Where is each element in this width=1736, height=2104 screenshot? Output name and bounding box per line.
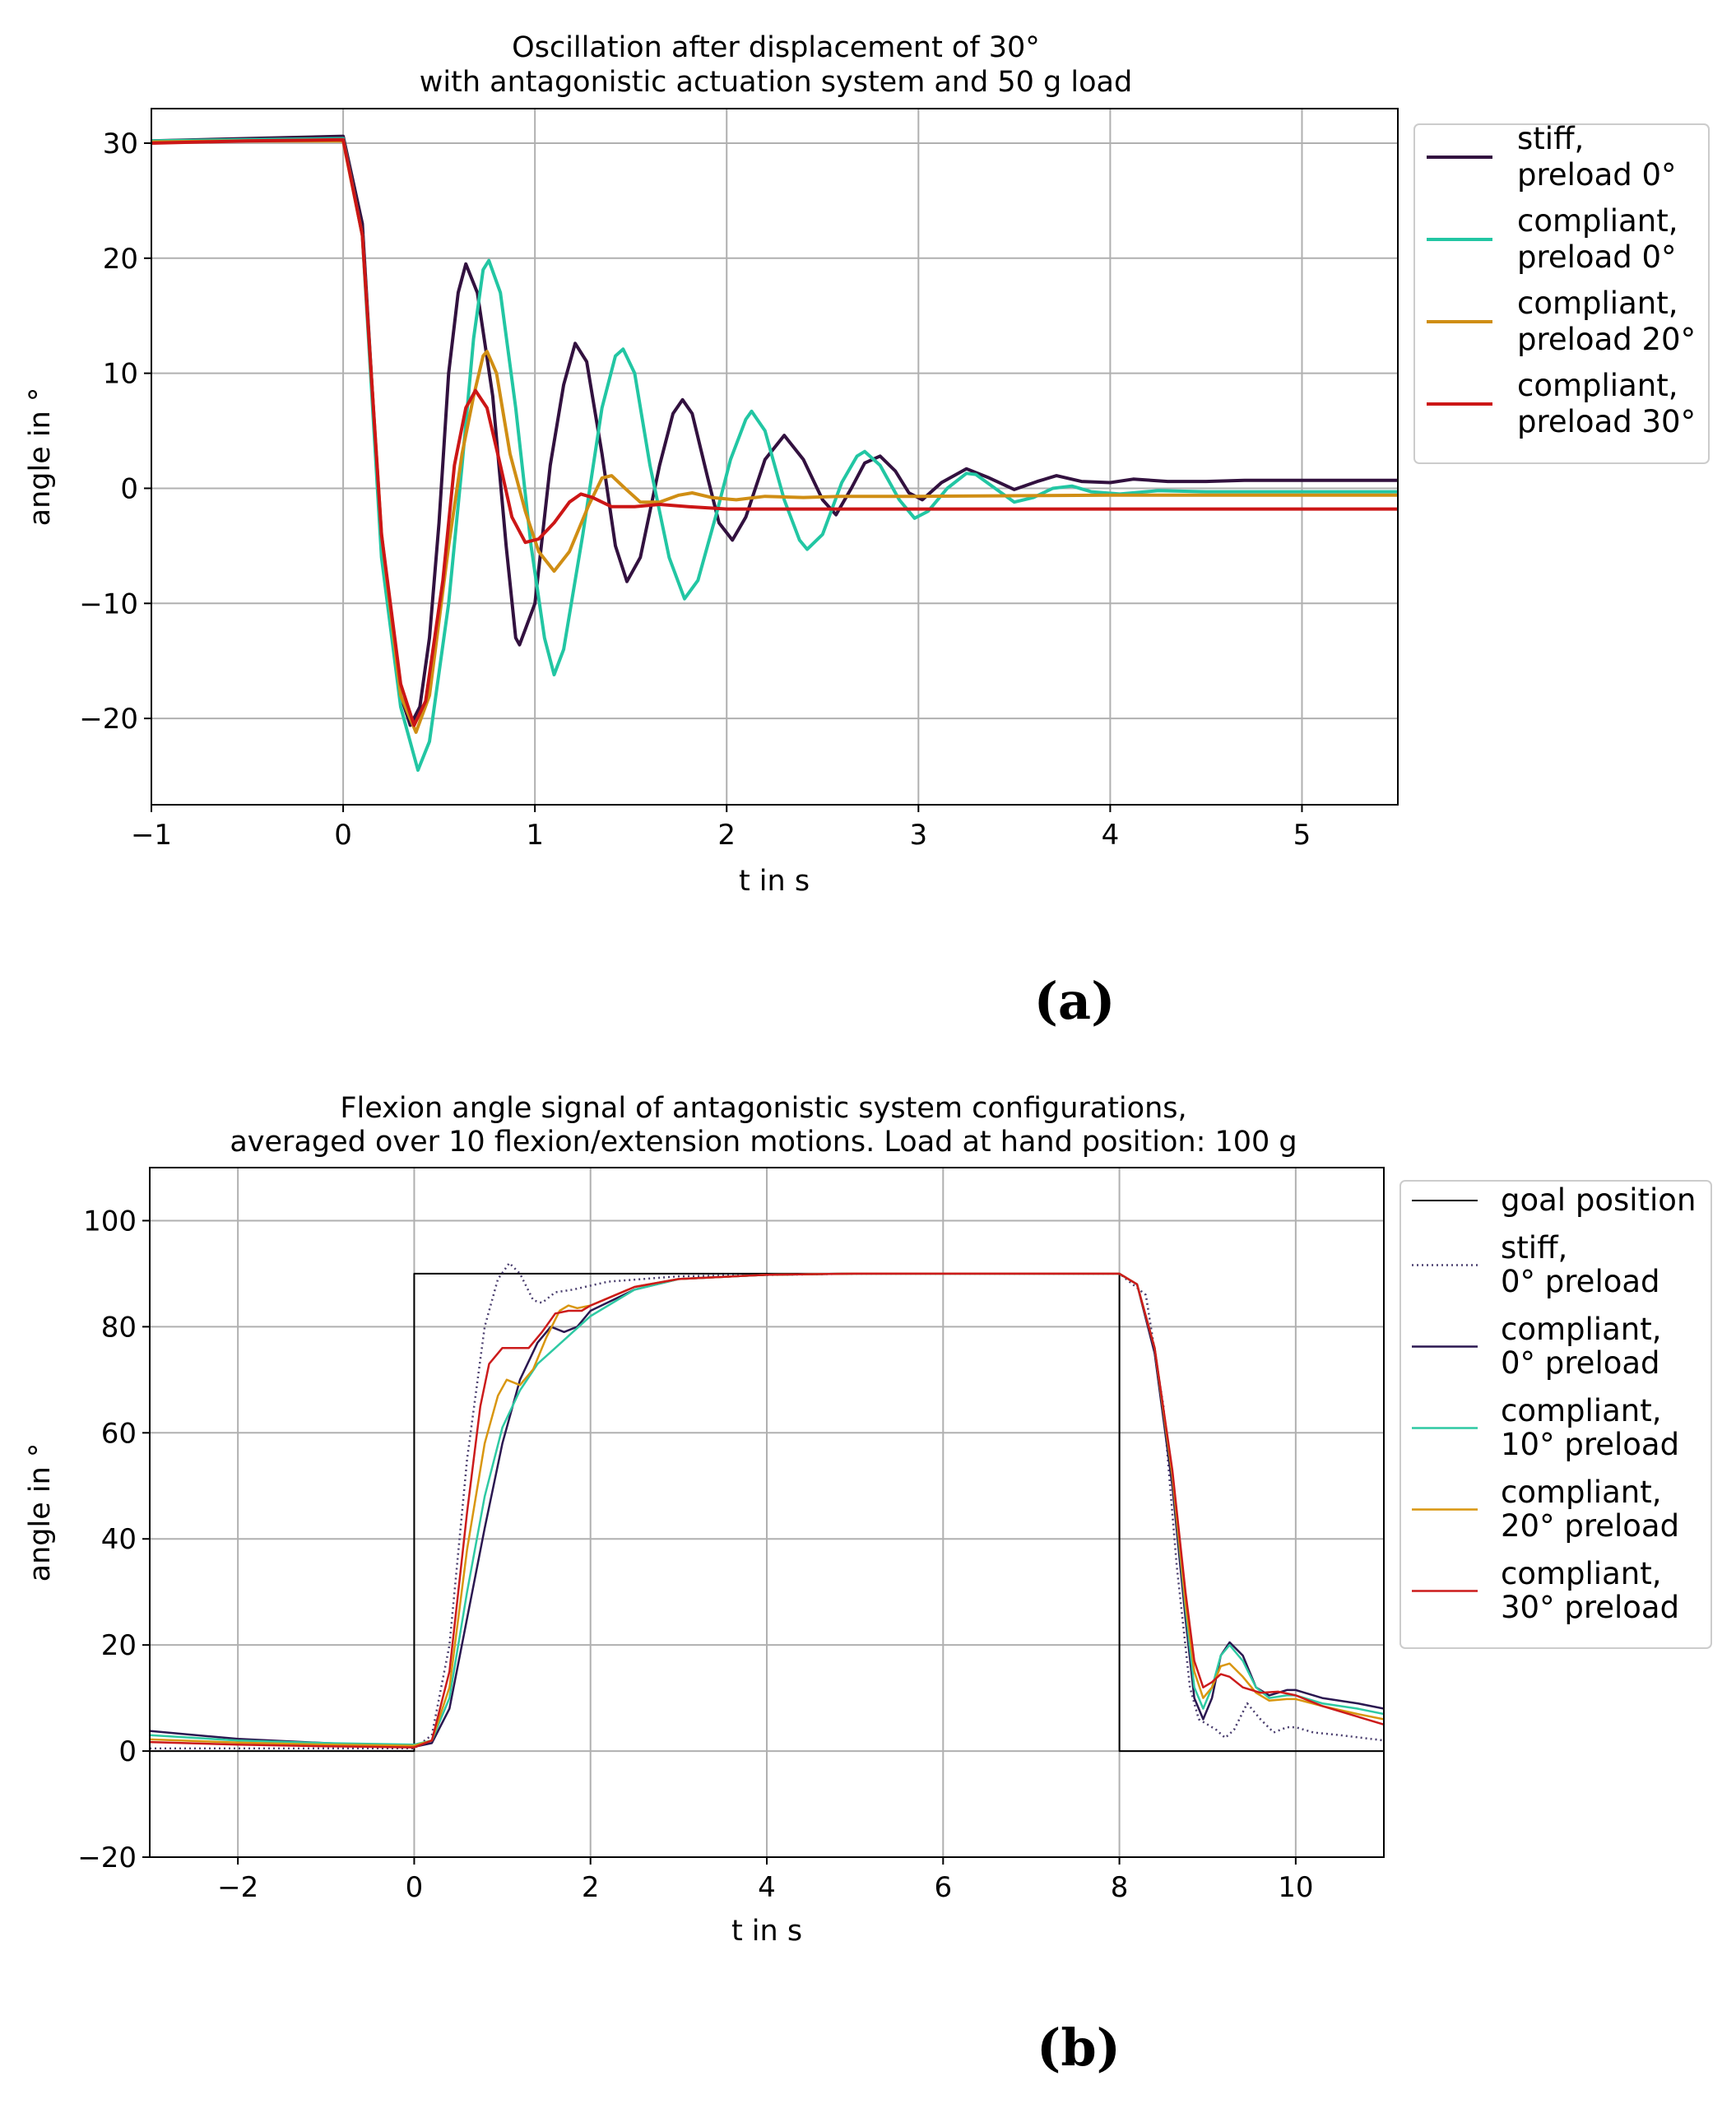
- chart-b-x-tick-label: 10: [1278, 1871, 1313, 1904]
- chart-b-series-1-line: [150, 1261, 1384, 1750]
- chart-a-x-tick-label: 4: [1102, 819, 1120, 852]
- chart-b-x-axis-label: t in s: [731, 1915, 802, 1948]
- chart-b-series-0-line: [150, 1272, 1384, 1753]
- chart-a-legend: stiff,preload 0°compliant,preload 0°comp…: [1413, 121, 1710, 464]
- chart-a-y-tick-label: 10: [103, 358, 138, 391]
- chart-b-gridlines: [150, 1168, 1384, 1858]
- chart-a-y-tick-label: −20: [79, 703, 138, 736]
- chart-b-title-line-2: averaged over 10 flexion/extension motio…: [230, 1126, 1297, 1159]
- chart-b-x-tick-label: 0: [406, 1871, 424, 1904]
- chart-a-series-layer: [151, 134, 1398, 772]
- chart-b-y-tick-label: 80: [101, 1311, 137, 1344]
- chart-a-y-tick-label: 30: [103, 128, 138, 160]
- chart-b-title-line-1: Flexion angle signal of antagonistic sys…: [340, 1092, 1186, 1125]
- chart-a-y-axis-label: angle in °: [24, 388, 57, 527]
- chart-a-y-tick-label: −10: [79, 588, 138, 620]
- chart-b-legend-label-1: stiff,: [1501, 1230, 1567, 1266]
- chart-a-gridlines: [151, 109, 1398, 805]
- chart-a-y-tick-label: 0: [120, 472, 138, 505]
- chart-b-x-tick-label: −2: [217, 1871, 258, 1904]
- chart-a-x-tick-label: 2: [717, 819, 736, 852]
- chart-b-legend-label-4: compliant,: [1501, 1475, 1661, 1510]
- chart-b-legend-label-5: compliant,: [1501, 1556, 1661, 1591]
- chart-a-x-tick-label: 1: [526, 819, 544, 852]
- chart-b-y-tick-label: 60: [101, 1417, 137, 1450]
- chart-b-x-tick-label: 6: [934, 1871, 952, 1904]
- chart-a-title-line-2: with antagonistic actuation system and 5…: [420, 66, 1132, 99]
- chart-b-x-tick-label: 4: [758, 1871, 776, 1904]
- chart-a-legend-box: [1413, 123, 1710, 464]
- chart-b-legend-label-2: 0° preload: [1501, 1345, 1660, 1381]
- chart-b-legend-label-0: goal position: [1501, 1182, 1696, 1218]
- chart-b-legend-label-3: compliant,: [1501, 1393, 1661, 1428]
- panel-label-b: (b): [1037, 2018, 1121, 2078]
- chart-a-series-2-line: [151, 139, 1398, 734]
- chart-a-legend-label-3: preload 30°: [1517, 404, 1696, 439]
- chart-a-y-tick-label: 20: [103, 243, 138, 276]
- chart-b-legend-label-2: compliant,: [1501, 1312, 1661, 1347]
- chart-a-legend-label-1: compliant,: [1517, 203, 1678, 239]
- chart-b-y-tick-label: 0: [118, 1735, 137, 1768]
- chart-a-x-tick-label: 0: [334, 819, 352, 852]
- chart-b-legend-label-3: 10° preload: [1501, 1427, 1679, 1462]
- chart-b-y-tick-label: 40: [101, 1523, 137, 1556]
- chart-a-legend-label-1: preload 0°: [1517, 239, 1677, 275]
- chart-a-x-tick-label: 3: [909, 819, 927, 852]
- chart-a-plot-frame: [151, 108, 1399, 806]
- chart-b-y-tick-label: −20: [77, 1842, 137, 1874]
- panel-label-a: (a): [1034, 971, 1116, 1031]
- chart-b-x-tick-label: 2: [582, 1871, 600, 1904]
- chart-a-x-tick-label: 5: [1293, 819, 1311, 852]
- chart-a-legend-label-3: compliant,: [1517, 368, 1678, 403]
- chart-b-y-axis-label: angle in °: [24, 1443, 57, 1582]
- chart-b-legend-label-5: 30° preload: [1501, 1590, 1679, 1625]
- chart-b-x-tick-label: 8: [1111, 1871, 1129, 1904]
- chart-a-x-axis-label: t in s: [739, 865, 810, 898]
- chart-a-title-line-1: Oscillation after displacement of 30°: [512, 31, 1040, 64]
- chart-b-y-tick-label: 100: [83, 1205, 137, 1238]
- chart-b-legend-label-4: 20° preload: [1501, 1508, 1679, 1544]
- chart-a-legend-label-2: preload 20°: [1517, 322, 1696, 357]
- chart-a-legend-label-0: preload 0°: [1517, 157, 1677, 193]
- chart-b-legend-label-1: 0° preload: [1501, 1264, 1660, 1299]
- chart-a-legend-label-0: stiff,: [1517, 121, 1584, 156]
- chart-b: Flexion angle signal of antagonistic sys…: [24, 1092, 1712, 2078]
- chart-a-series-3-line: [151, 137, 1398, 727]
- chart-a-series-0-line: [151, 134, 1398, 727]
- chart-b-series-5-line: [150, 1272, 1384, 1749]
- chart-a-series-1-line: [151, 137, 1398, 772]
- chart-b-legend-box: [1399, 1180, 1712, 1649]
- chart-a: Oscillation after displacement of 30° wi…: [24, 31, 1710, 1031]
- chart-a-legend-label-2: compliant,: [1517, 286, 1678, 321]
- chart-b-series-layer: [150, 1261, 1384, 1753]
- chart-a-x-tick-label: −1: [131, 819, 172, 852]
- chart-b-y-tick-label: 20: [101, 1629, 137, 1662]
